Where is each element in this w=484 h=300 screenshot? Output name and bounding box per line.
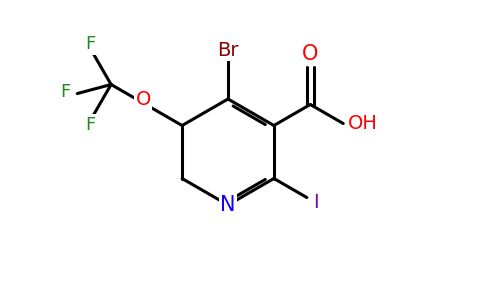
Text: F: F (86, 35, 96, 53)
Text: F: F (86, 116, 96, 134)
Text: O: O (136, 90, 151, 109)
Text: N: N (220, 195, 236, 215)
Text: Br: Br (217, 40, 239, 59)
Text: OH: OH (348, 114, 378, 133)
Text: O: O (302, 44, 318, 64)
Text: F: F (60, 82, 70, 100)
Text: I: I (313, 193, 318, 212)
